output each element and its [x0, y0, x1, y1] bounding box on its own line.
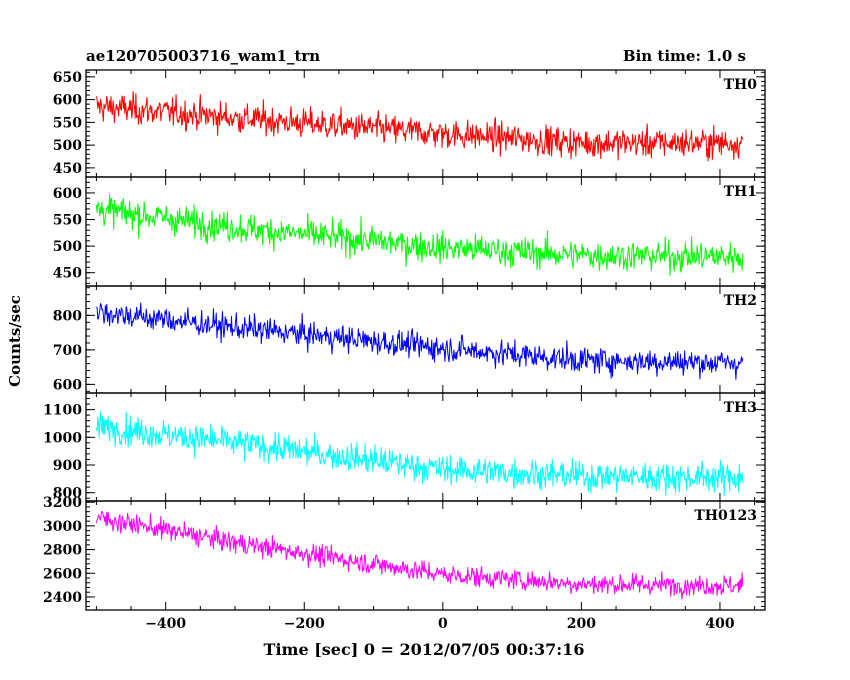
panel-frame-th2: [85, 285, 766, 394]
panel-frame-th0123: [85, 500, 766, 611]
y-tick-label: 2400: [43, 590, 82, 606]
x-tick-label: 0: [438, 616, 448, 632]
x-tick-label: 400: [705, 616, 734, 632]
panel-frame-th0: [85, 69, 766, 178]
x-tick-label: −400: [145, 616, 186, 632]
y-tick-label: 900: [53, 458, 82, 474]
x-tick-label: −200: [284, 616, 325, 632]
panel-label-th0123: TH0123: [694, 508, 757, 524]
y-tick-label: 600: [53, 377, 82, 393]
y-tick-label: 1000: [43, 430, 82, 446]
series-line-th1: [95, 194, 744, 276]
y-tick-label: 3000: [43, 519, 82, 535]
series-line-th0: [95, 91, 744, 162]
y-tick-label: 1100: [43, 403, 82, 419]
panel-label-th1: TH1: [724, 184, 757, 200]
x-axis-label: Time [sec] 0 = 2012/07/05 00:37:16: [264, 640, 585, 659]
y-tick-label: 450: [53, 161, 82, 177]
y-tick-label: 600: [53, 93, 82, 109]
panel-label-th2: TH2: [724, 293, 757, 309]
y-tick-label: 3200: [43, 495, 82, 511]
y-tick-label: 700: [53, 343, 82, 359]
y-tick-label: 600: [53, 186, 82, 202]
panel-label-th0: TH0: [724, 77, 758, 93]
panel-label-th3: TH3: [724, 400, 757, 416]
y-tick-label: 800: [53, 486, 82, 502]
y-tick-label: 450: [53, 266, 82, 282]
y-tick-label: 500: [53, 239, 82, 255]
panel-frame-th3: [85, 392, 766, 502]
x-tick-label: 200: [567, 616, 596, 632]
y-axis-label: Counts/sec: [6, 295, 24, 387]
y-tick-label: 800: [53, 308, 82, 324]
series-line-th2: [96, 302, 744, 380]
y-tick-label: 2600: [43, 566, 82, 582]
y-tick-label: 500: [53, 138, 82, 154]
y-tick-label: 2800: [43, 543, 82, 559]
y-tick-label: 550: [53, 115, 82, 131]
bin-time-label: Bin time: 1.0 s: [623, 47, 746, 65]
series-line-th0123: [95, 510, 744, 600]
y-tick-label: 650: [53, 70, 82, 86]
y-tick-label: 550: [53, 213, 82, 229]
panels-group: 450 500 550 600 650 TH0 450 500 550 600 TH1 600 700 8…: [43, 69, 766, 632]
panel-frame-th1: [85, 176, 766, 287]
series-line-th3: [95, 411, 744, 497]
figure-title: ae120705003716_wam1_trn: [86, 47, 320, 65]
